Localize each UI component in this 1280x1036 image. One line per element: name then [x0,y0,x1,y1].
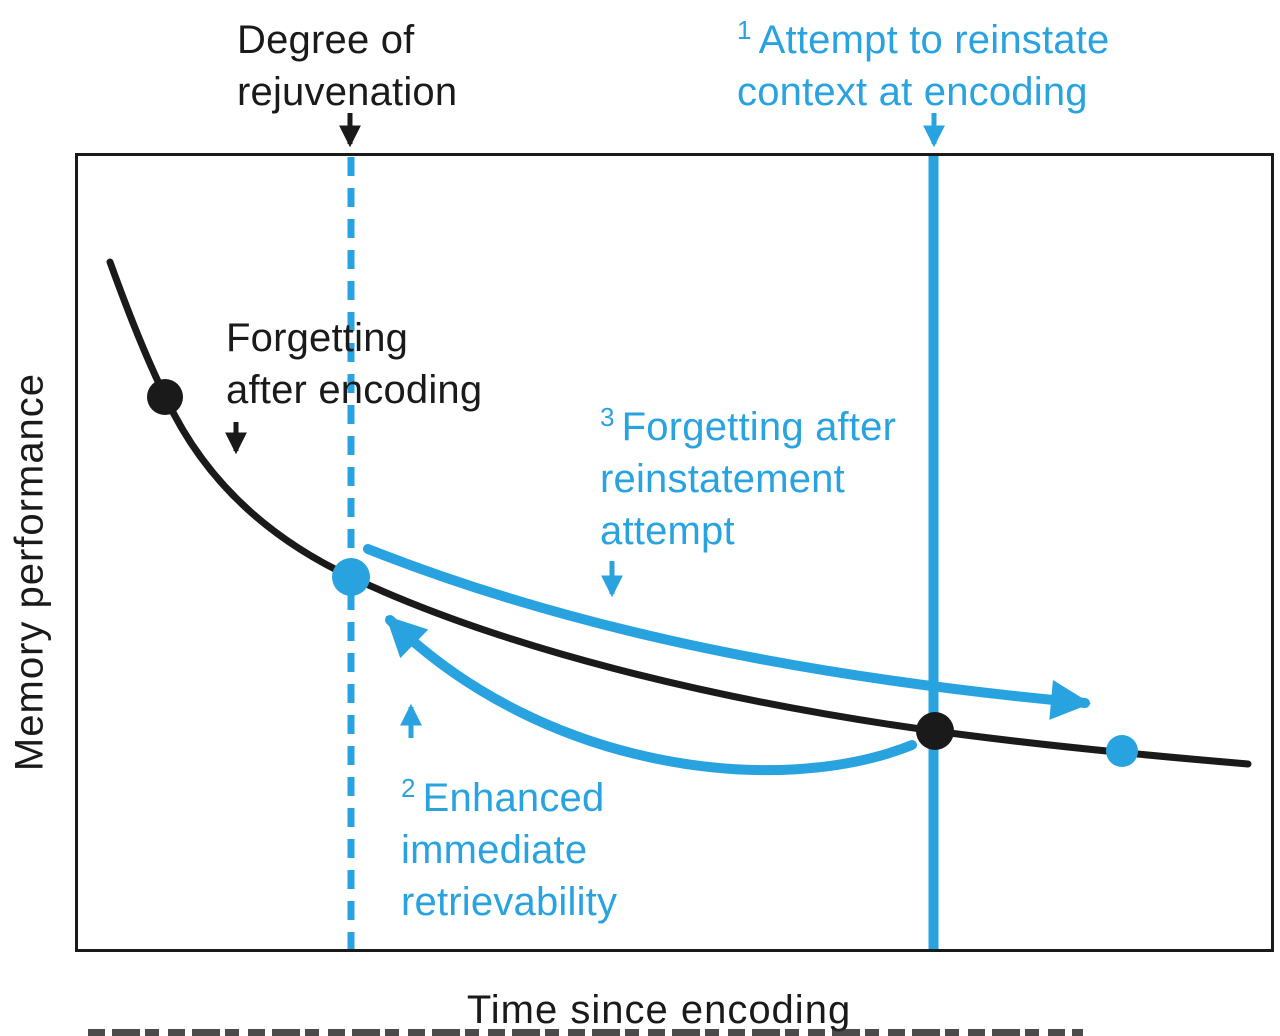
plot-frame [75,153,1274,952]
forgetting-after-reinstatement-label: 3 Forgetting after reinstatement attempt [600,402,897,553]
enhanced-retrievability-label: 2 Enhanced immediate retrievability [401,773,618,924]
forgetting-after-encoding-label: Forgetting after encoding [226,316,483,412]
superscript-3: 3 [600,402,615,432]
marker-rejuvenation-blue-dot [332,558,370,596]
marker-early-black-dot [147,379,183,415]
superscript-1: 1 [737,15,752,45]
x-axis-label: Time since encoding [466,988,852,1032]
y-axis-label: Memory performance [7,372,52,772]
cropped-caption-strip [88,1029,1083,1036]
reinstate-context-label: 1 Attempt to reinstate context at encodin… [737,15,1110,114]
retrievability-arrow-curve [385,615,917,776]
marker-post-reinstatement-blue-dot [1106,735,1138,767]
marker-reinstatement-black-dot [916,712,954,750]
superscript-2: 2 [401,773,416,803]
reinstatement-forgetting-curve [363,544,1091,720]
degree-of-rejuvenation-label: Degree of rejuvenation [237,18,458,114]
